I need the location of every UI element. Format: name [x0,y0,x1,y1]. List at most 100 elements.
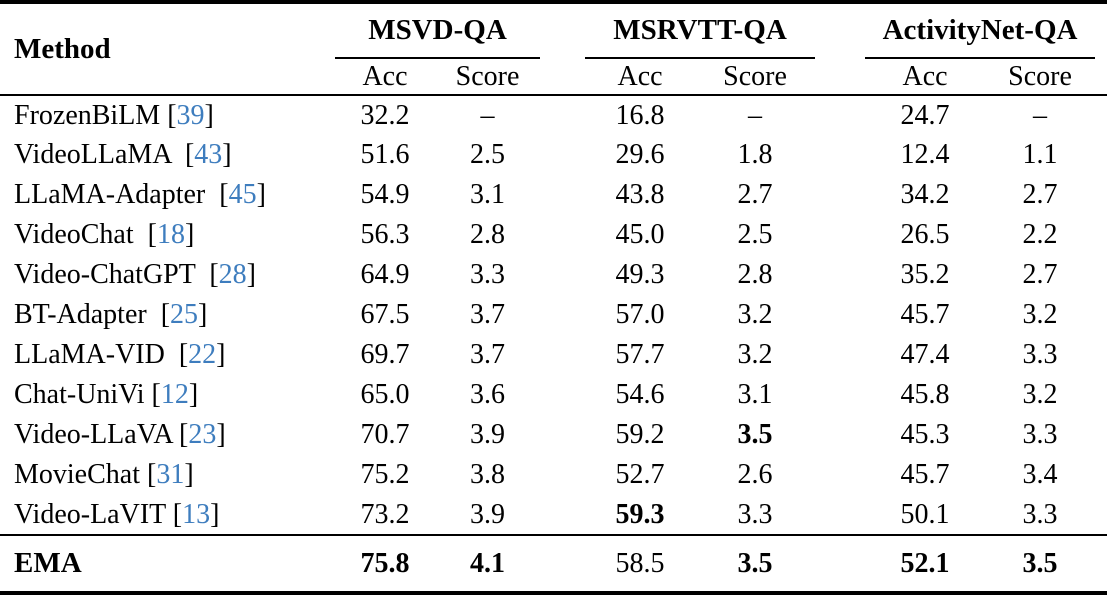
method-cell: Chat-UniVi [12] [0,375,335,415]
table-row: VideoLLaMA [43] 51.6 2.5 29.6 1.8 12.4 1… [0,135,1107,175]
method-name: FrozenBiLM [14,99,168,131]
ema-summary-row: EMA 75.8 4.1 58.5 3.5 52.1 3.5 [0,534,1107,593]
method-cell: VideoChat [18] [0,215,335,255]
table-row: Video-LLaVA [23] 70.7 3.9 59.2 3.5 45.3 … [0,415,1107,455]
value-cell: 2.8 [737,259,773,290]
column-gap [1095,495,1107,535]
citation-bracket: ] [184,459,194,490]
group-header-activitynet-qa: ActivityNet-QA [865,2,1096,59]
value-cell: – [480,99,495,131]
table-row: BT-Adapter [25] 67.5 3.7 57.0 3.2 45.7 3… [0,295,1107,335]
value-cell: – [1033,99,1048,131]
citation-link[interactable]: 23 [188,419,217,450]
citation-link[interactable]: 25 [170,299,199,330]
value-cell: 3.6 [470,379,505,410]
value-cell: 3.1 [470,179,505,210]
column-gap [815,58,866,96]
value-cell: 34.2 [900,179,950,210]
value-cell: 3.3 [470,259,505,290]
citation-link[interactable]: 43 [194,139,223,170]
method-name: MovieChat [14,459,147,490]
citation-bracket: [ [184,139,195,170]
method-name: Video-LLaVA [14,419,179,450]
column-gap [540,215,585,255]
citation-bracket: [ [219,179,229,210]
value-cell: 51.6 [360,139,410,170]
value-cell: 45.0 [615,219,665,250]
method-cell: MovieChat [31] [0,455,335,495]
column-gap [1095,534,1107,593]
citation-link[interactable]: 22 [188,339,217,370]
column-gap [1095,375,1107,415]
column-gap [1095,175,1107,215]
value-cell: 26.5 [900,219,950,250]
citation-bracket: ] [198,299,208,330]
table-row: VideoChat [18] 56.3 2.8 45.0 2.5 26.5 2.… [0,215,1107,255]
value-cell: 16.8 [615,99,665,131]
group-header-msvd-qa: MSVD-QA [335,2,541,59]
table-row: Video-LaVIT [13] 73.2 3.9 59.3 3.3 50.1 … [0,495,1107,535]
citation-bracket: [ [209,259,219,290]
column-gap [815,95,865,135]
method-name: BT-Adapter [14,299,161,330]
group-header-msrvtt-qa: MSRVTT-QA [585,2,816,59]
value-cell: 59.2 [615,419,665,450]
citation-link[interactable]: 31 [156,459,185,490]
citation-bracket: ] [256,179,266,210]
citation-link[interactable]: 13 [182,498,211,530]
citation-bracket: ] [210,498,220,530]
column-gap [815,255,865,295]
column-gap [1095,215,1107,255]
column-gap [540,255,585,295]
table-row: Video-ChatGPT [28] 64.9 3.3 49.3 2.8 35.… [0,255,1107,295]
column-gap [1095,255,1107,295]
citation-bracket: ] [246,259,256,290]
citation-link[interactable]: 45 [228,179,257,210]
score-column-header: Score [985,58,1096,96]
value-cell: 57.0 [615,299,665,330]
value-cell: 3.4 [1022,459,1058,490]
value-cell: 3.3 [1022,498,1058,530]
column-gap [815,335,865,375]
value-cell: 2.7 [1022,259,1058,290]
citation-link[interactable]: 28 [218,259,247,290]
value-cell: 54.9 [360,179,410,210]
citation-bracket: [ [151,379,161,410]
method-name: VideoChat [14,219,148,250]
citation-bracket: [ [160,299,171,330]
value-cell: 45.3 [900,419,950,450]
value-cell: 75.8 [335,534,435,593]
value-cell: 73.2 [360,498,410,530]
method-name: VideoLLaMA [14,139,185,170]
value-cell: 2.6 [737,459,773,490]
value-cell: 50.1 [900,498,950,530]
method-name: LLaMA-VID [14,339,179,370]
method-cell: Video-ChatGPT [28] [0,255,335,295]
table-row: LLaMA-Adapter [45] 54.9 3.1 43.8 2.7 34.… [0,175,1107,215]
column-gap [815,534,866,593]
method-cell: BT-Adapter [25] [0,295,335,335]
value-cell: 64.9 [360,259,410,290]
value-cell: 3.1 [737,379,773,410]
value-cell: 32.2 [360,99,410,131]
value-cell: 3.3 [1022,339,1058,370]
column-gap [540,375,585,415]
column-gap [815,375,865,415]
method-name: EMA [14,547,82,579]
method-cell: EMA [0,534,335,593]
value-cell: 3.9 [470,498,505,530]
citation-link[interactable]: 18 [156,219,185,250]
value-cell: 54.6 [615,379,665,410]
value-cell: 3.2 [1022,379,1058,410]
citation-bracket: [ [147,459,157,490]
method-cell: Video-LaVIT [13] [0,495,335,535]
value-cell: 3.9 [470,419,505,450]
value-cell: 3.3 [1022,419,1058,450]
value-cell: 59.3 [615,498,665,530]
citation-link[interactable]: 12 [160,379,189,410]
method-name: Chat-UniVi [14,379,152,410]
value-cell: 2.5 [470,139,505,170]
value-cell: 56.3 [360,219,410,250]
column-gap [815,175,865,215]
citation-link[interactable]: 39 [176,99,205,131]
